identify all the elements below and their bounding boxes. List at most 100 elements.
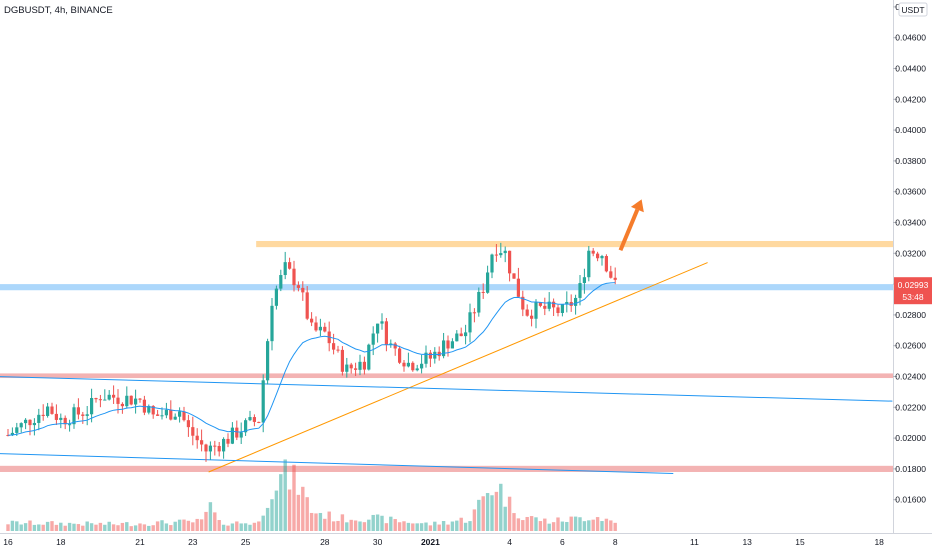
volume-bar xyxy=(186,520,191,531)
price-tick-label: 0.04600 xyxy=(895,33,926,43)
volume-bar xyxy=(494,491,499,531)
candle-body xyxy=(59,417,63,420)
volume-bar xyxy=(349,519,353,531)
candle-body xyxy=(336,349,340,351)
volume-bar xyxy=(419,523,424,531)
volume-bar xyxy=(587,520,591,531)
candle-body xyxy=(371,333,375,345)
candle-body xyxy=(296,285,300,288)
arrow-shaft xyxy=(618,208,640,251)
candle-body xyxy=(340,349,344,372)
candle-body xyxy=(129,395,133,405)
price-tick-label: 0.04000 xyxy=(895,125,926,135)
volume-bar xyxy=(45,521,50,531)
candle-body xyxy=(609,271,613,278)
candle-body xyxy=(604,256,608,272)
currency-box[interactable] xyxy=(898,2,928,17)
candle-body xyxy=(90,398,94,415)
volume-bar xyxy=(389,516,393,531)
candle-body xyxy=(406,362,410,367)
candle-body xyxy=(10,432,14,436)
candle-body xyxy=(182,411,186,421)
candle-body xyxy=(411,362,415,371)
candle-body xyxy=(239,432,243,438)
last-price-value: 0.02993 xyxy=(898,280,929,290)
volume-bar xyxy=(393,519,397,531)
candle-body xyxy=(41,414,45,416)
candle-body xyxy=(464,332,468,337)
candle-body xyxy=(565,301,569,305)
volume-bars xyxy=(6,459,617,531)
volume-bar xyxy=(446,524,450,531)
candle-body xyxy=(178,411,182,417)
volume-bar xyxy=(301,486,305,531)
price-tick-label: 0.02600 xyxy=(895,341,926,351)
time-tick-label: 28 xyxy=(320,537,330,547)
candle-body xyxy=(582,277,586,284)
volume-bar xyxy=(292,464,296,531)
time-tick-label: 11 xyxy=(690,537,699,547)
candle-body xyxy=(6,435,10,437)
candle-body xyxy=(230,427,234,444)
volume-bar xyxy=(463,522,468,531)
volume-bar xyxy=(182,519,186,531)
time-tick-label: 13 xyxy=(742,537,752,547)
candle-body xyxy=(415,368,419,371)
volume-bar xyxy=(609,520,613,531)
volume-bar xyxy=(309,512,314,531)
volume-bar xyxy=(195,518,199,531)
volume-bar xyxy=(472,509,477,531)
volume-bar xyxy=(340,514,345,531)
volume-bar xyxy=(543,518,547,531)
time-tick-label: 21 xyxy=(135,537,145,547)
candle-body xyxy=(455,333,459,342)
volume-bar xyxy=(547,523,551,531)
volume-bar xyxy=(323,518,327,531)
candle-body xyxy=(200,440,204,445)
volume-bar xyxy=(226,525,230,531)
volume-bar xyxy=(54,524,59,531)
volume-bar xyxy=(283,459,287,531)
candle-body xyxy=(19,423,23,428)
volume-bar xyxy=(499,483,503,531)
volume-bar xyxy=(604,518,609,531)
volume-bar xyxy=(375,514,380,531)
volume-bar xyxy=(428,525,433,531)
candle-body xyxy=(217,445,221,452)
candle-body xyxy=(433,351,437,359)
volume-bar xyxy=(560,521,565,531)
candle-body xyxy=(402,362,406,367)
volume-bar xyxy=(270,499,274,531)
zone-bands xyxy=(0,240,893,472)
candle-body xyxy=(305,292,309,319)
volume-bar xyxy=(455,520,459,531)
volume-bar xyxy=(591,519,595,531)
volume-bar xyxy=(331,521,336,531)
price-tick-label: 0.03600 xyxy=(895,187,926,197)
candle-body xyxy=(587,250,591,278)
candle-body xyxy=(142,399,146,413)
volume-bar xyxy=(613,522,617,531)
volume-bar xyxy=(265,507,270,531)
volume-bar xyxy=(235,521,239,531)
candle-countdown: 53:48 xyxy=(902,292,924,302)
candle-body xyxy=(235,427,239,438)
time-tick-label: 30 xyxy=(373,537,383,547)
candle-body xyxy=(279,275,283,289)
volume-bar xyxy=(402,521,406,531)
candle-body xyxy=(68,424,72,426)
volume-bar xyxy=(221,524,226,531)
price-tick-label: 0.02200 xyxy=(895,402,926,412)
candle-body xyxy=(613,277,617,280)
candle-body xyxy=(556,307,560,313)
volume-bar xyxy=(199,519,204,531)
time-axis[interactable]: 16 18 21 23 25 28 30 2021 4 6 8 11 13 15 18 xyxy=(3,537,884,547)
volume-bar xyxy=(81,525,85,531)
candle-body xyxy=(85,414,89,416)
price-tick-label: 0.04200 xyxy=(895,94,926,104)
candle-body xyxy=(28,419,32,426)
candle-body xyxy=(543,305,547,309)
volume-bar xyxy=(177,519,182,531)
